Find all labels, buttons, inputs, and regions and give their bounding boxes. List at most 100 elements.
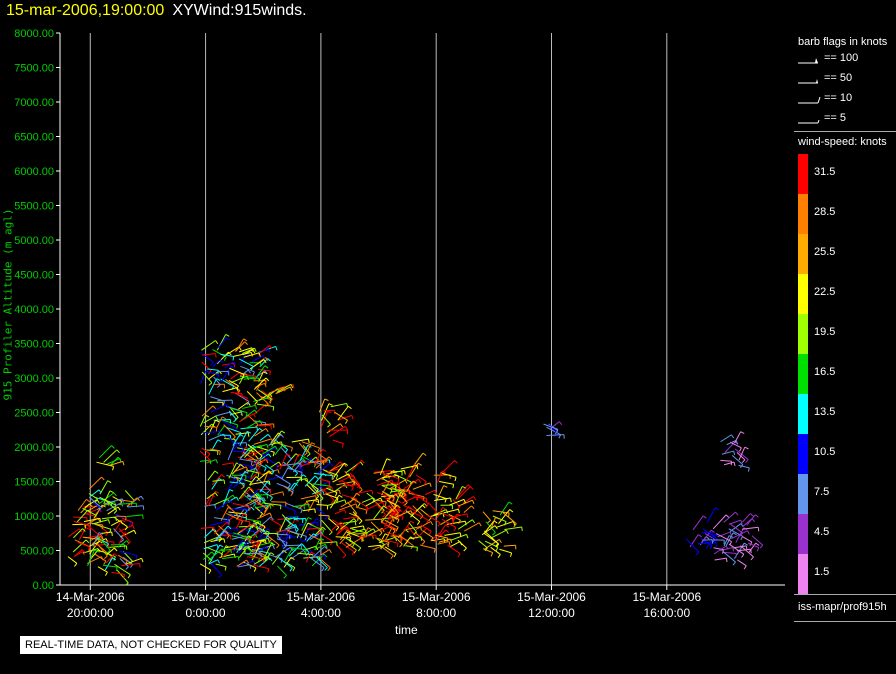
wind-barb <box>284 518 299 530</box>
wind-barb-flag <box>495 543 499 547</box>
wind-barb-flag <box>300 472 303 477</box>
wind-barb-flag <box>252 503 257 507</box>
wind-barb-flag <box>456 513 461 517</box>
wind-barb <box>259 557 270 567</box>
wind-barb-flag <box>735 440 739 445</box>
wind-barb-flag <box>294 472 298 477</box>
title-date: 15-mar-2006,19:00:00 <box>6 2 165 19</box>
wind-barb <box>365 501 383 511</box>
wind-barb-flag <box>392 498 396 503</box>
wind-barb <box>304 479 319 490</box>
wind-barb-flag <box>214 470 219 474</box>
wind-barb <box>482 548 493 554</box>
wind-barb-flag <box>344 509 347 514</box>
wind-barb-flag <box>358 489 363 493</box>
wind-barb <box>253 438 272 445</box>
wind-barb <box>234 441 245 450</box>
wind-barb-flag <box>269 504 272 509</box>
color-swatch <box>798 194 808 234</box>
wind-barb-flag <box>342 525 347 529</box>
wind-barb <box>504 526 522 531</box>
wind-barb <box>248 521 259 530</box>
wind-barb-flag <box>365 533 368 538</box>
wind-barb-flag <box>343 463 347 468</box>
wind-barb <box>478 540 488 549</box>
wind-barb <box>355 489 373 495</box>
wind-barb <box>239 413 254 423</box>
wind-barb <box>420 524 432 532</box>
wind-barb-flag <box>263 359 267 364</box>
wind-barb-flag <box>714 533 719 537</box>
wind-barb-flag <box>269 398 273 403</box>
wind-barb <box>212 359 221 368</box>
wind-barb-flag <box>310 551 315 555</box>
wind-barb-flag <box>230 549 232 554</box>
wind-barb-flag <box>103 560 107 565</box>
wind-barb-flag <box>109 490 114 494</box>
wind-barb-flag <box>258 541 263 544</box>
wind-barb-flag <box>444 498 447 503</box>
wind-barb <box>77 499 87 511</box>
wind-barb-flag <box>288 529 291 534</box>
wind-barb-flag <box>217 559 220 564</box>
barb-10-label: == 10 <box>824 92 853 104</box>
wind-barb-flag <box>266 444 269 449</box>
wind-barb-flag <box>508 512 510 517</box>
wind-barb <box>240 426 258 430</box>
wind-barb <box>393 510 412 519</box>
wind-barb-flag <box>345 426 349 430</box>
wind-barb <box>349 525 364 529</box>
wind-barb-flag <box>226 404 229 409</box>
wind-barb <box>104 498 123 505</box>
color-swatch <box>798 434 808 474</box>
color-swatch <box>798 514 808 554</box>
wind-barb <box>387 481 400 485</box>
wind-barb-flag <box>252 371 255 376</box>
barb-legend-title: barb flags in knots <box>798 36 888 48</box>
wind-barb-flag <box>430 537 434 542</box>
wind-barb-flag <box>88 546 91 551</box>
wind-barb <box>346 528 366 535</box>
wind-barb-flag <box>122 461 125 466</box>
wind-barb <box>89 540 100 555</box>
wind-barb-flag <box>254 401 258 405</box>
wind-barb <box>215 499 231 511</box>
wind-barb-flag <box>253 567 257 572</box>
wind-barb <box>384 546 397 554</box>
wind-barb-flag <box>251 506 255 511</box>
wind-barb-flag <box>302 474 307 478</box>
wind-barb <box>313 473 324 486</box>
wind-barb <box>207 370 220 380</box>
wind-barb-flag <box>383 505 388 509</box>
wind-barb-flag <box>288 458 292 463</box>
wind-barb-flag <box>246 559 250 564</box>
wind-barb-flag <box>281 430 286 434</box>
wind-barb <box>119 550 138 556</box>
wind-barb <box>238 541 248 554</box>
wind-barb-flag <box>416 465 419 470</box>
wind-barb <box>257 537 269 542</box>
wind-barb <box>260 489 273 498</box>
wind-barb <box>230 391 243 395</box>
wind-barb-flag <box>422 452 427 456</box>
wind-barb-flag <box>315 456 319 461</box>
color-swatch <box>798 354 808 394</box>
wind-barb <box>99 496 117 506</box>
wind-barb-flag <box>121 519 126 523</box>
wind-barb-flag <box>345 526 350 530</box>
wind-barb-flag <box>252 413 256 418</box>
wind-barb-flag <box>316 518 321 522</box>
wind-barb <box>222 489 230 508</box>
wind-barb <box>502 512 517 525</box>
wind-barb-flag <box>356 492 361 496</box>
wind-barb <box>74 549 83 557</box>
wind-barb <box>236 477 245 487</box>
wind-barb <box>250 480 270 485</box>
wind-barb <box>715 533 732 543</box>
wind-barb-flag <box>354 498 358 503</box>
wind-barb-flag <box>324 459 328 464</box>
wind-barb <box>400 464 418 470</box>
wind-barb-flag <box>353 518 357 523</box>
wind-barb <box>730 523 743 534</box>
wind-barb-flag <box>280 558 283 563</box>
